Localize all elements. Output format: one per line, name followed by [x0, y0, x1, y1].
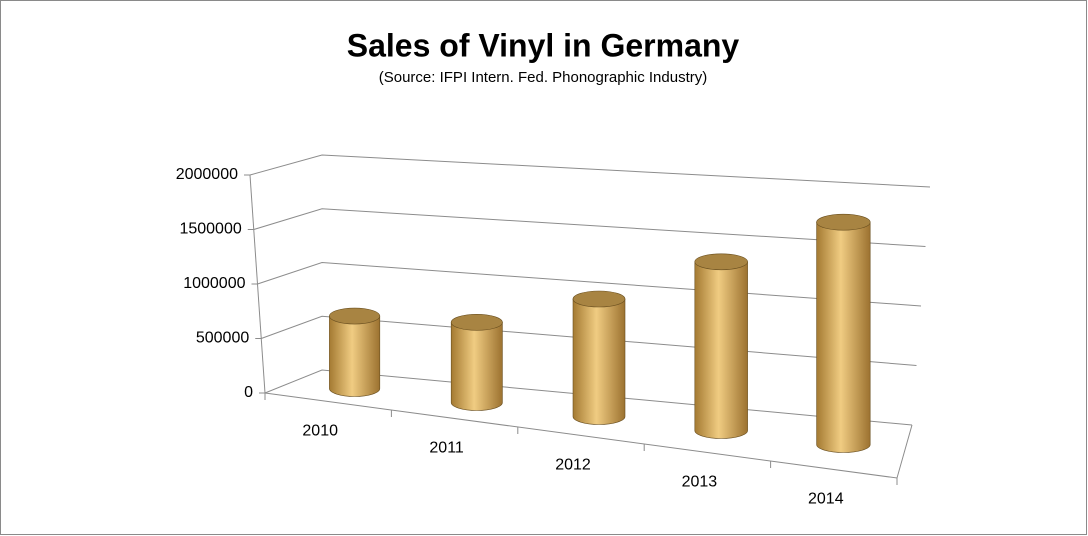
x-tick-label: 2013	[682, 474, 718, 491]
y-tick-label: 500000	[196, 330, 249, 347]
y-axis	[249, 174, 266, 394]
chart-subtitle: (Source: IFPI Intern. Fed. Phonographic …	[379, 69, 708, 86]
chart-title: Sales of Vinyl in Germany	[347, 27, 740, 63]
bar-top	[572, 290, 626, 308]
bar	[450, 322, 503, 411]
grid-line	[249, 154, 931, 188]
y-tick-label: 2000000	[176, 166, 238, 183]
bar	[694, 261, 748, 439]
x-tick-label: 2010	[302, 423, 338, 440]
bar-top	[816, 213, 871, 231]
bar-top	[694, 253, 748, 271]
x-tick-label: 2014	[808, 491, 844, 508]
y-tick-label: 0	[244, 384, 253, 401]
x-tick-label: 2011	[429, 440, 464, 457]
y-tick-label: 1500000	[179, 221, 241, 238]
bar	[329, 315, 381, 397]
y-tick-label: 1000000	[183, 275, 245, 292]
bar	[572, 298, 626, 425]
bar	[816, 221, 871, 453]
bar-top	[450, 314, 503, 331]
bar-top	[329, 307, 381, 325]
grid-line	[253, 208, 926, 247]
x-tick-label: 2012	[555, 457, 591, 474]
